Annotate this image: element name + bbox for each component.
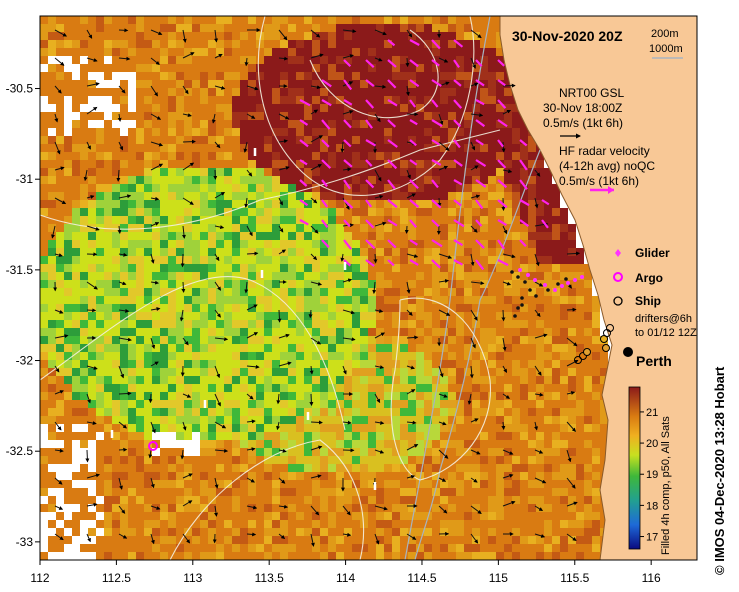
copyright-symbol: ©	[712, 565, 727, 575]
x-tick-label: 115.5	[560, 571, 589, 585]
isobath-label-200: 200m	[651, 28, 679, 40]
glider-tracks	[148, 268, 614, 451]
colorbar-tick-label: 18	[646, 500, 658, 512]
x-tick-label: 112.5	[102, 571, 131, 585]
colorbar-ticks: 21 20 19 18 17	[640, 407, 658, 544]
current-arrows	[51, 28, 581, 547]
radar-title: HF radar velocity	[559, 144, 650, 158]
credit-text: © IMOS 04-Dec-2020 13:28 Hobart	[712, 367, 727, 575]
perth-marker	[623, 347, 633, 357]
y-tick-label: -32	[16, 354, 34, 368]
isobath-label-1000: 1000m	[649, 43, 683, 55]
y-tick-label: -32.5	[6, 444, 34, 458]
colorbar-tick-label: 20	[646, 438, 658, 450]
colorbar	[628, 386, 641, 550]
x-tick-label: 115	[489, 571, 508, 585]
y-tick-label: -31	[16, 172, 34, 186]
argo-marker	[613, 272, 623, 282]
map-title: 30-Nov-2020 20Z	[512, 28, 623, 44]
map-frame	[39, 15, 698, 561]
legend-drifters-window: to 01/12 12Z	[635, 327, 697, 339]
x-axis: 112 112.5 113 113.5 114 114.5 115 115.5 116	[30, 560, 661, 585]
y-tick-label: -33	[16, 535, 34, 549]
colorbar-tick-label: 21	[646, 407, 658, 419]
x-tick-label: 112	[30, 571, 49, 585]
legend-ship: Ship	[635, 294, 661, 308]
radar-scale-arrowhead	[608, 186, 614, 194]
y-tick-label: -30.5	[6, 82, 34, 96]
coastline-land	[499, 15, 698, 561]
legend-argo: Argo	[635, 271, 663, 285]
x-tick-label: 114.5	[407, 571, 436, 585]
model-time: 30-Nov 18:00Z	[543, 101, 622, 115]
colorbar-label: Filled 4h comp, p50, All Sats	[660, 416, 672, 555]
city-label: Perth	[636, 353, 672, 369]
legend-drifters: drifters@6h	[635, 313, 692, 325]
isobath-contours	[404, 15, 541, 561]
x-tick-label: 113	[183, 571, 202, 585]
model-name: NRT00 GSL	[559, 86, 624, 100]
sst-contours	[39, 15, 501, 561]
x-tick-label: 113.5	[255, 571, 284, 585]
radar-avg: (4-12h avg) noQC	[559, 159, 655, 173]
ship-marker	[613, 296, 623, 306]
colorbar-tick-label: 19	[646, 469, 658, 481]
y-axis: -30.5 -31 -31.5 -32 -32.5 -33	[6, 82, 40, 549]
x-tick-label: 116	[642, 571, 661, 585]
legend-glider: Glider	[635, 246, 670, 260]
model-scale: 0.5m/s (1kt 6h)	[543, 116, 623, 130]
y-tick-label: -31.5	[6, 263, 34, 277]
credit-label: IMOS 04-Dec-2020 13:28 Hobart	[712, 366, 727, 562]
x-tick-label: 114	[336, 571, 355, 585]
colorbar-tick-label: 17	[646, 532, 658, 544]
glider-marker	[615, 249, 621, 257]
radar-scale: 0.5m/s (1kt 6h)	[559, 174, 639, 188]
